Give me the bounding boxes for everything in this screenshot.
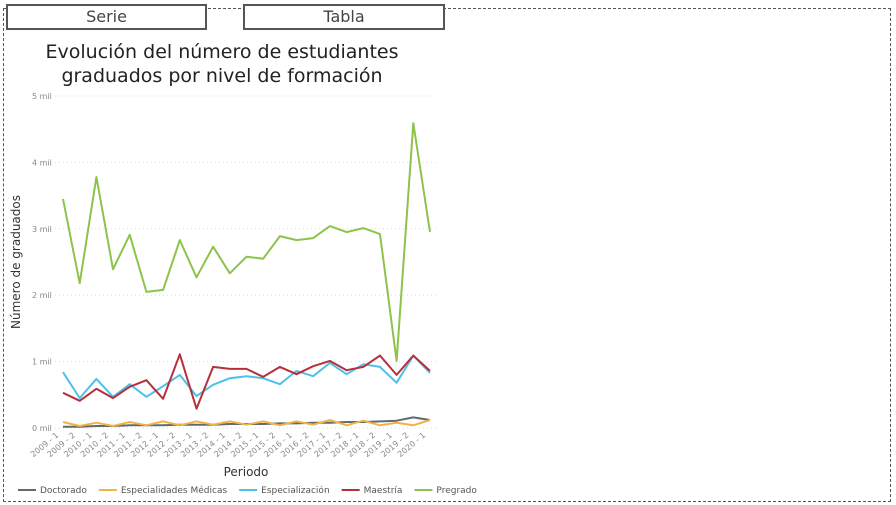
legend-label: Maestría	[364, 486, 403, 496]
legend-label: Pregrado	[436, 486, 477, 496]
y-tick-label: 4 mil	[32, 158, 52, 167]
series-line	[62, 354, 431, 400]
legend-label: Especialidades Médicas	[121, 485, 228, 496]
y-tick-label: 3 mil	[32, 225, 52, 234]
visual-frame	[3, 8, 891, 502]
y-tick-label: 2 mil	[32, 291, 52, 300]
y-tick-label: 0 mil	[32, 424, 52, 433]
series-line	[62, 419, 431, 427]
y-tick-label: 1 mil	[32, 358, 52, 367]
legend-label: Doctorado	[40, 486, 87, 496]
y-axis-title: Número de graduados	[9, 195, 23, 329]
y-tick-label: 5 mil	[32, 92, 52, 101]
x-axis-title: Periodo	[224, 465, 269, 479]
serie-button[interactable]: Serie	[6, 4, 207, 30]
chart-title: Evolución del número de estudiantes grad…	[45, 41, 399, 87]
tabla-button[interactable]: Tabla	[243, 4, 445, 30]
legend-label: Especialización	[261, 485, 330, 496]
series-line	[62, 353, 431, 410]
series-line	[62, 122, 431, 362]
